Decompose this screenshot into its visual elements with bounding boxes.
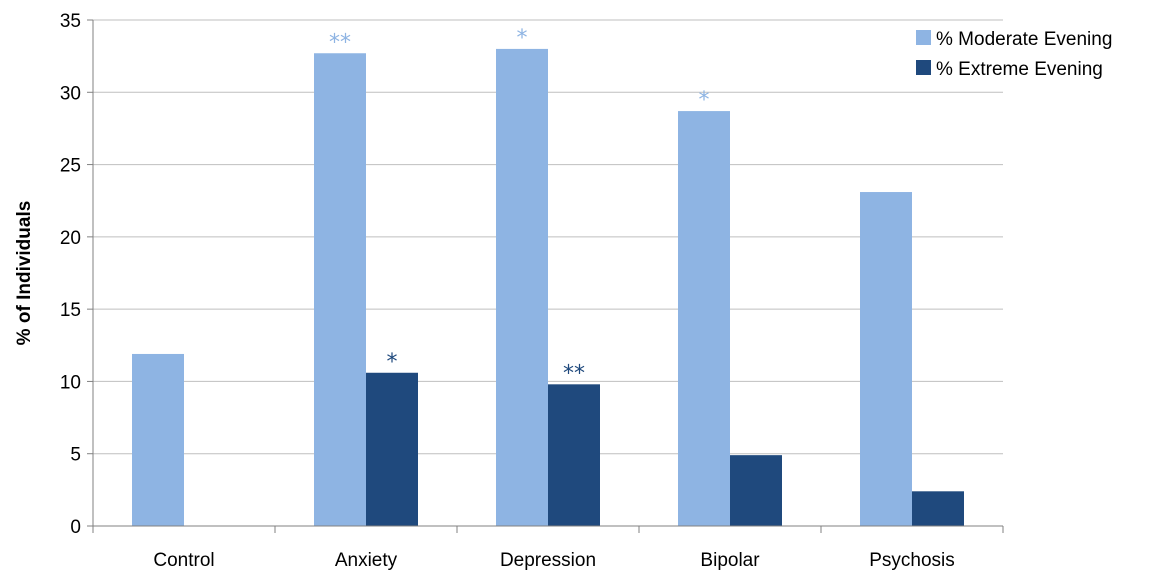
bar-extreme-evening xyxy=(366,372,418,526)
x-tick-label: Depression xyxy=(500,550,596,571)
significance-marker: * xyxy=(517,26,528,51)
x-tick-label: Psychosis xyxy=(869,550,955,571)
x-tick-label: Anxiety xyxy=(335,550,398,571)
y-tick-label: 25 xyxy=(60,156,81,177)
bar-moderate-evening xyxy=(860,192,912,527)
y-tick-label: 10 xyxy=(60,372,81,393)
y-tick-label: 35 xyxy=(60,11,81,32)
y-tick-label: 5 xyxy=(70,445,81,466)
bar-extreme-evening xyxy=(730,455,782,526)
x-tick-label: Bipolar xyxy=(700,550,760,571)
y-tick-label: 0 xyxy=(70,517,81,538)
significance-marker: * xyxy=(699,88,710,113)
y-axis-title: % of Individuals xyxy=(14,201,35,346)
significance-marker: ** xyxy=(563,361,585,386)
y-tick-label: 15 xyxy=(60,300,81,321)
significance-marker: ** xyxy=(329,30,351,55)
legend-label: % Extreme Evening xyxy=(936,59,1103,80)
axes xyxy=(87,19,1004,533)
bar-moderate-evening xyxy=(678,111,730,526)
bar-moderate-evening xyxy=(132,353,184,526)
tick-labels: 0 5 10 15 20 25 30 35 Control Anxiety Depression Bi… xyxy=(60,11,955,571)
significance-annotations: ******* xyxy=(329,26,710,386)
legend-swatch xyxy=(916,60,931,75)
y-tick-label: 20 xyxy=(60,228,81,249)
bar-moderate-evening xyxy=(314,53,366,526)
legend: % Moderate Evening % Extreme Evening xyxy=(916,29,1112,80)
significance-marker: * xyxy=(387,350,398,375)
bar-moderate-evening xyxy=(496,48,548,527)
y-tick-label: 30 xyxy=(60,83,81,104)
bar-extreme-evening xyxy=(548,384,600,526)
bar-extreme-evening xyxy=(912,491,964,526)
bars xyxy=(132,48,964,527)
legend-label: % Moderate Evening xyxy=(936,29,1112,50)
legend-swatch xyxy=(916,30,931,45)
x-tick-label: Control xyxy=(153,550,214,571)
